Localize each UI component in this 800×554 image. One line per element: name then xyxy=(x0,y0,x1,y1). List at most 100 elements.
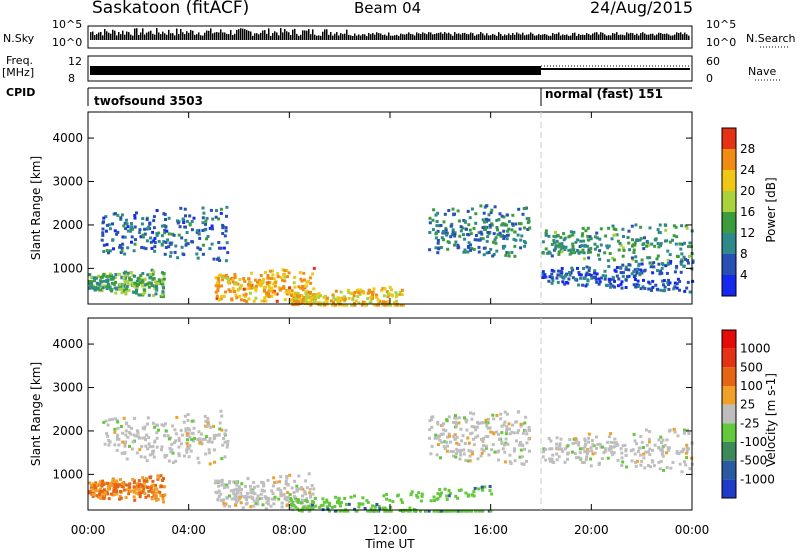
heat-cell xyxy=(272,282,276,286)
heat-cell xyxy=(176,256,180,260)
heat-cell xyxy=(96,286,100,290)
heat-cell xyxy=(412,507,416,511)
nsky-mark xyxy=(372,33,374,40)
heat-cell xyxy=(295,295,299,299)
heat-cell xyxy=(135,211,138,215)
heat-cell xyxy=(660,271,664,275)
heat-cell xyxy=(518,443,522,447)
heat-cell xyxy=(308,491,312,495)
nsky-mark xyxy=(236,29,238,40)
heat-cell xyxy=(164,218,167,221)
heat-cell xyxy=(106,434,110,438)
nsky-mark xyxy=(272,33,274,40)
heat-cell xyxy=(477,245,481,249)
heat-cell xyxy=(506,229,510,233)
cbar-segment xyxy=(722,254,736,275)
heat-cell xyxy=(281,268,285,272)
heat-cell xyxy=(615,274,619,278)
heat-cell xyxy=(579,276,583,280)
nsky-mark xyxy=(432,34,434,40)
heat-cell xyxy=(107,497,111,501)
heat-cell xyxy=(508,427,511,431)
heat-cell xyxy=(559,236,563,239)
heat-cell xyxy=(140,279,144,283)
heat-cell xyxy=(679,262,683,266)
heat-cell xyxy=(240,494,244,498)
heat-cell xyxy=(233,276,237,280)
heat-cell xyxy=(609,440,613,444)
heat-cell xyxy=(220,284,224,288)
nsky-mark xyxy=(682,34,684,40)
heat-cell xyxy=(567,277,571,281)
heat-cell xyxy=(431,228,435,232)
nsky-mark xyxy=(516,32,518,40)
heat-cell xyxy=(572,248,576,252)
heat-cell xyxy=(293,285,297,289)
heat-cell xyxy=(462,250,466,254)
heat-cell xyxy=(678,288,681,292)
x-tick-label: 20:00 xyxy=(574,523,609,537)
nsky-mark xyxy=(366,35,368,40)
heat-cell xyxy=(182,454,186,458)
heat-cell xyxy=(603,251,607,255)
cbar-segment xyxy=(722,191,736,212)
nsearch-tick-lo: 10^0 xyxy=(706,36,737,49)
heat-cell xyxy=(453,416,457,420)
heat-cell xyxy=(148,276,152,280)
nsky-mark xyxy=(368,32,370,40)
nsky-mark xyxy=(144,34,146,40)
heat-cell xyxy=(631,258,635,262)
nsky-mark xyxy=(642,32,644,40)
heat-cell xyxy=(266,274,270,277)
heat-cell xyxy=(334,289,338,293)
heat-cell xyxy=(563,282,567,286)
heat-cell xyxy=(240,284,243,288)
heat-cell xyxy=(482,253,486,257)
heat-cell xyxy=(665,466,669,470)
heat-cell xyxy=(616,443,620,447)
cbar-segment xyxy=(722,460,736,480)
heat-cell xyxy=(613,279,616,283)
heat-cell xyxy=(190,431,194,435)
heat-cell xyxy=(125,222,129,226)
heat-cell xyxy=(122,416,126,420)
heat-cell xyxy=(226,443,230,447)
heat-cell xyxy=(186,447,190,451)
heat-cell xyxy=(144,495,148,499)
heat-cell xyxy=(108,418,112,422)
y-tick-label: 4000 xyxy=(52,337,83,351)
heat-cell xyxy=(131,283,135,287)
heat-cell xyxy=(655,257,659,261)
heat-cell xyxy=(279,475,283,479)
heat-cell xyxy=(182,221,186,224)
heat-cell xyxy=(328,501,331,505)
heat-cell xyxy=(353,301,356,305)
heat-cell xyxy=(147,293,151,297)
nsky-mark xyxy=(636,33,638,40)
heat-cell xyxy=(355,509,359,513)
heat-cell xyxy=(453,433,457,437)
heat-cell xyxy=(235,500,238,504)
nsky-mark xyxy=(324,29,326,40)
heat-cell xyxy=(479,454,483,458)
heat-cell xyxy=(192,216,196,220)
heat-cell xyxy=(505,237,509,241)
heat-cell xyxy=(618,265,622,269)
heat-cell xyxy=(190,228,194,232)
heat-cell xyxy=(342,509,346,513)
heat-cell xyxy=(523,447,526,451)
heat-cell xyxy=(561,246,565,249)
heat-cell xyxy=(113,229,117,233)
nsky-mark xyxy=(330,32,332,40)
heat-cell xyxy=(126,282,130,286)
heat-cell xyxy=(102,220,105,224)
heat-cell xyxy=(146,282,149,286)
velocity-cbar-label: Velocity [m s-1] xyxy=(764,373,778,467)
heat-cell xyxy=(595,236,599,240)
heat-cell xyxy=(499,234,503,238)
heat-cell xyxy=(238,496,242,500)
heat-cell xyxy=(579,239,583,243)
heat-cell xyxy=(627,229,631,233)
heat-cell xyxy=(135,491,139,495)
heat-cell xyxy=(124,287,128,291)
